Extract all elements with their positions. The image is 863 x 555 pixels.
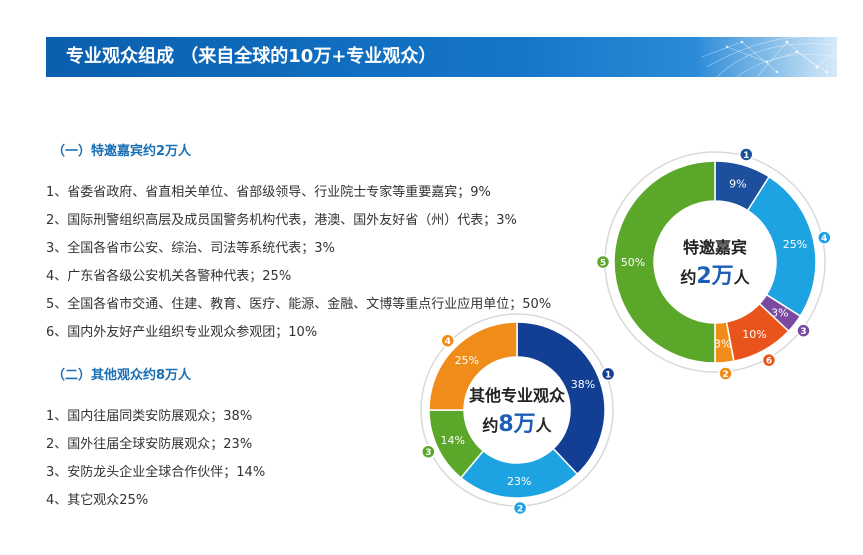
center-label-prefix: 约 [482,416,499,435]
center-label-line1: 其他专业观众 [468,386,566,405]
donut-slice-4 [428,321,518,411]
list-item: 1、国内往届同类安防展观众；38% [46,409,253,424]
center-label-suffix: 人 [535,416,552,435]
slice-badge [817,230,832,245]
slice-badge-number: 2 [517,504,523,514]
slice-value-label: 10% [742,328,766,341]
slice-badge [595,254,611,270]
slice-badge [440,333,455,348]
donut-slice-5 [613,160,716,364]
globe-network-decoration [701,37,837,77]
center-label-prefix: 约 [680,268,697,287]
slice-value-label: 14% [441,434,465,447]
slice-badge [512,500,528,516]
donut-hole [655,202,775,322]
section2-title: （二）其他观众约8万人 [52,368,192,383]
donut-slice-1 [516,321,606,476]
center-label-line2: 约2万人 [680,258,749,290]
slice-value-label: 23% [507,475,531,488]
slice-badge-number: 1 [605,370,611,380]
list-item: 1、省委省政府、省直相关单位、省部级领导、行业院士专家等重要嘉宾；9% [46,185,491,200]
center-label-line2: 约8万人 [469,406,565,438]
list-item: 2、国际刑警组织高层及成员国警务机构代表，港澳、国外友好省（州）代表；3% [46,213,517,228]
list-item: 2、国外往届全球安防展观众；23% [46,437,253,452]
page-title: 专业观众组成 （来自全球的10万+专业观众） [66,46,437,67]
slice-badge-number: 6 [766,357,772,367]
slice-value-label: 38% [571,378,595,391]
center-label-line1: 特邀嘉宾 [682,238,747,257]
donut-center-label: 其他专业观众 约8万人 [469,382,565,438]
slice-badge [718,366,733,381]
slice-badge-number: 4 [445,337,451,347]
slice-value-label: 50% [621,256,645,269]
list-item: 6、国内外友好产业组织专业观众参观团；10% [46,325,318,340]
slice-badge [738,147,754,162]
slice-value-label: 9% [729,177,746,190]
slice-badge [761,352,777,368]
slice-badge-number: 1 [743,151,749,161]
slice-badge-number: 3 [800,327,806,337]
center-label-number: 2万 [696,264,734,289]
slice-value-label: 25% [783,238,807,251]
slice-value-label: 25% [455,354,479,367]
slice-badge-number: 3 [425,448,431,458]
slice-badge [796,323,811,338]
slice-value-label: 3% [714,338,731,351]
list-item: 5、全国各省市交通、住建、教育、医疗、能源、金融、文博等重点行业应用单位；50% [46,297,552,312]
center-label-number: 8万 [498,412,536,437]
slice-value-label: 3% [771,306,788,319]
header-banner: 专业观众组成 （来自全球的10万+专业观众） [46,37,837,77]
section1-title: （一）特邀嘉宾约2万人 [52,144,192,159]
list-item: 3、全国各省市公安、综治、司法等系统代表；3% [46,241,335,256]
donut-hole [465,358,569,462]
center-label-suffix: 人 [733,268,750,287]
list-item: 4、其它观众25% [46,493,149,508]
slice-badge-number: 2 [722,370,728,380]
slice-badge-number: 5 [600,259,606,269]
slice-badge-number: 4 [821,234,827,244]
slice-badge [600,366,616,382]
list-item: 3、安防龙头企业全球合作伙伴；14% [46,465,266,480]
list-item: 4、广东省各级公安机关各警种代表；25% [46,269,292,284]
slice-badge [421,444,436,459]
donut-center-label: 特邀嘉宾 约2万人 [680,234,749,290]
